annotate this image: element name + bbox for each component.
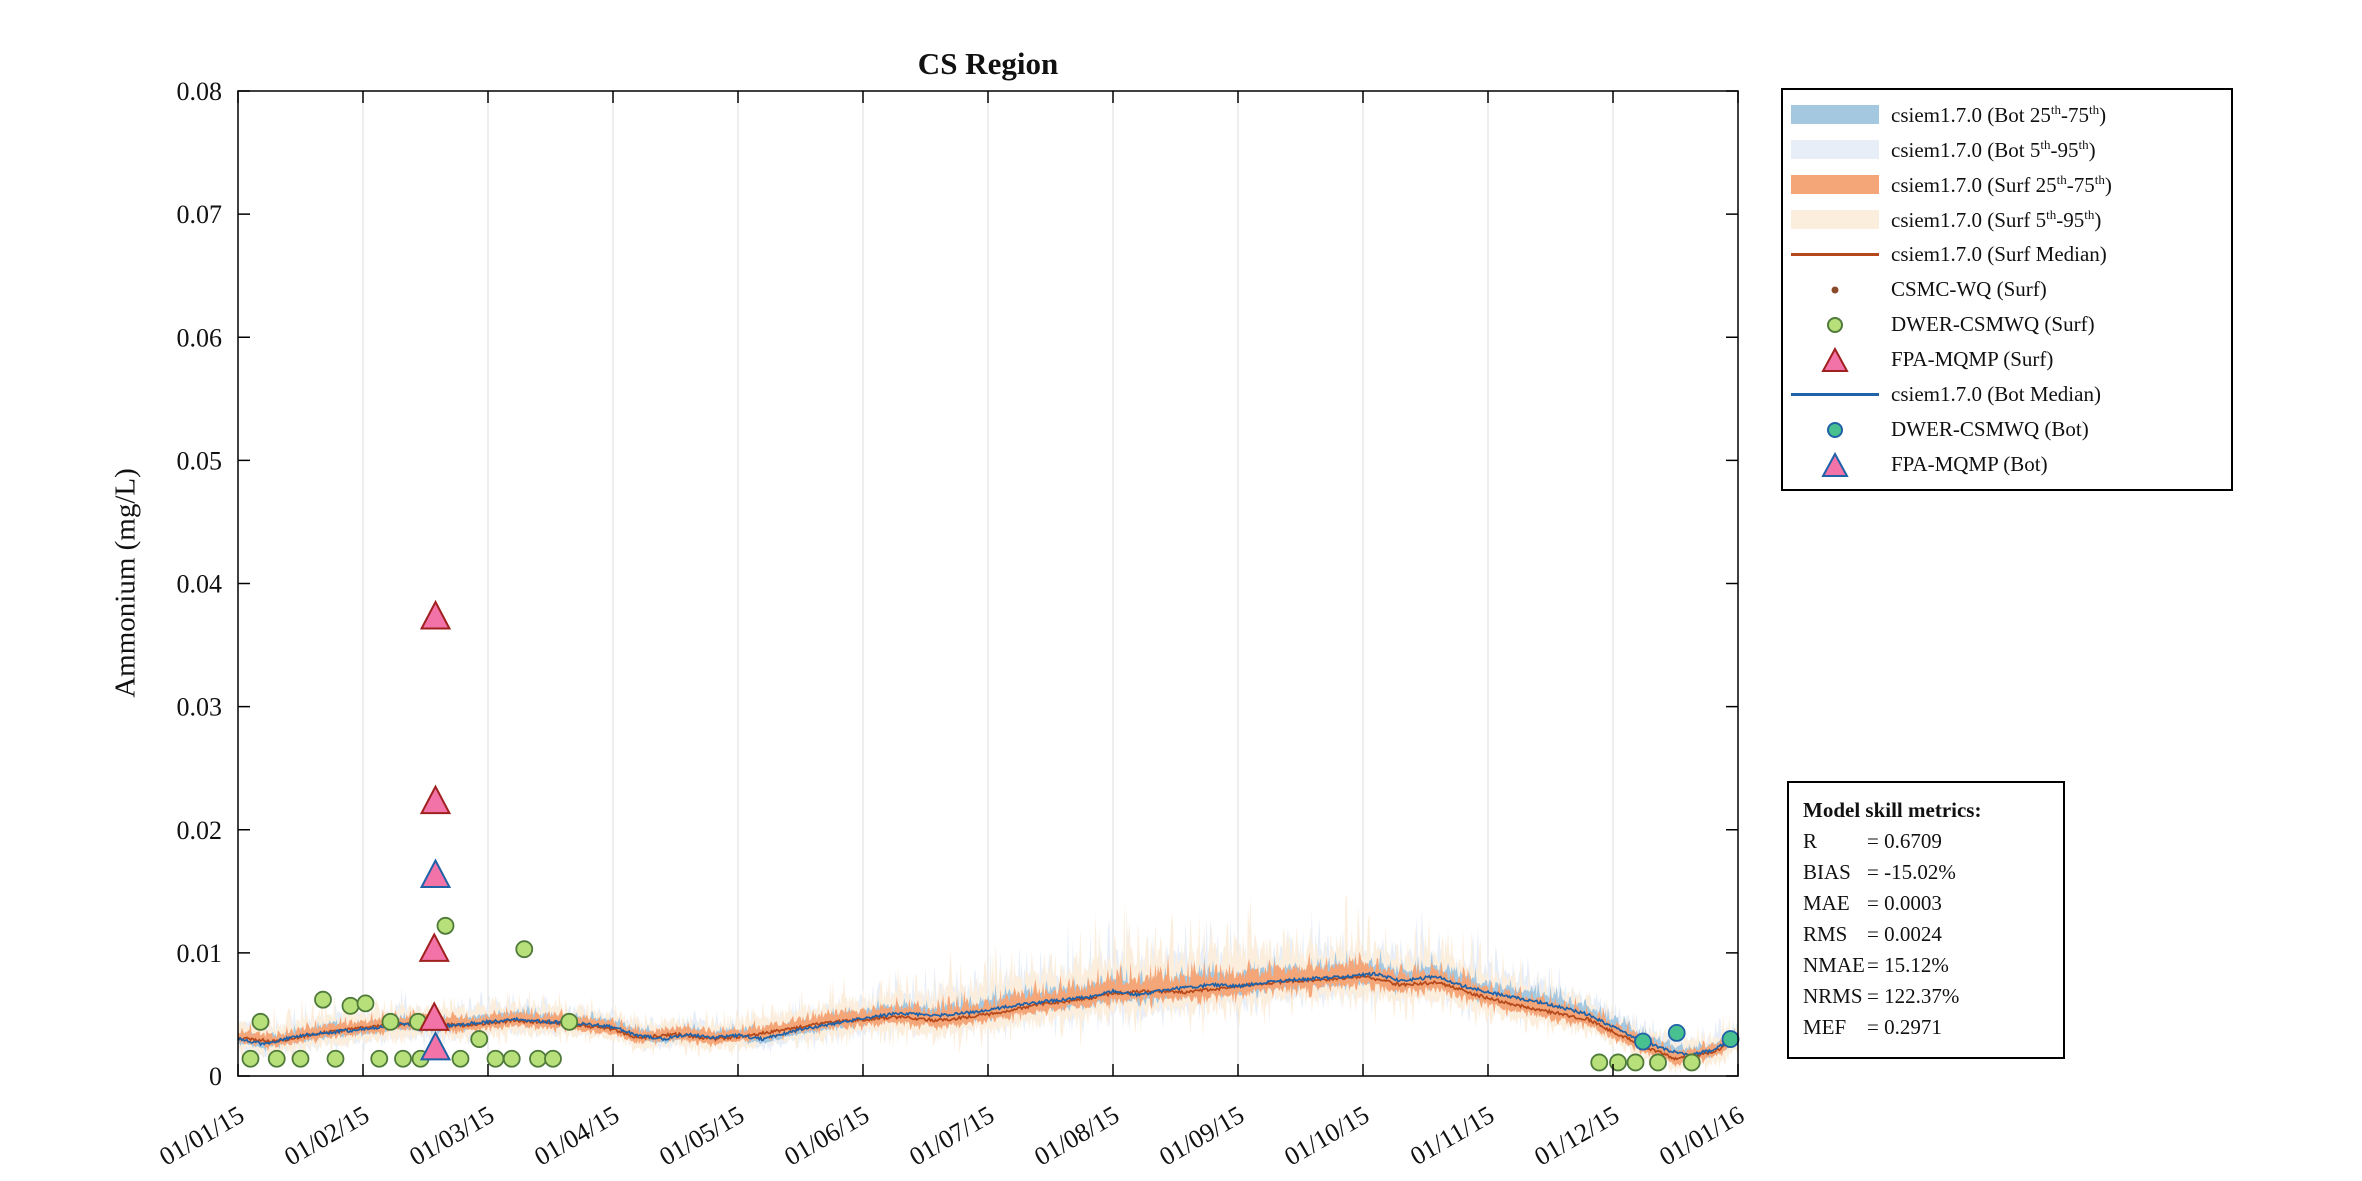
svg-text:0: 0 (209, 1062, 222, 1091)
metric-line: MAE = 0.0003 (1803, 891, 1942, 915)
median-lines (237, 971, 1739, 1061)
metric-line: BIAS = -15.02% (1803, 860, 1956, 884)
legend-entry: FPA-MQMP (Bot) (1791, 447, 2225, 482)
legend-entry: CSMC-WQ (Surf) (1791, 272, 2225, 307)
metric-line: MEF = 0.2971 (1803, 1015, 1942, 1039)
legend-entry-label: CSMC-WQ (Surf) (1891, 277, 2047, 301)
metrics-lines: R = 0.6709 BIAS = -15.02% MAE = 0.0003 RMS = 0.… (1803, 826, 2055, 1043)
legend-entry-label: DWER-CSMWQ (Surf) (1891, 312, 2095, 336)
metric-line: R = 0.6709 (1803, 829, 1942, 853)
band-swatch-icon (1791, 175, 1879, 194)
svg-text:0.08: 0.08 (177, 77, 223, 106)
model-skill-metrics-box: Model skill metrics: R = 0.6709 BIAS = -15.… (1787, 781, 2065, 1059)
legend: csiem1.7.0 (Bot 25th-75th) csiem1.7.0 (Bo… (1781, 88, 2233, 491)
svg-text:01/01/15: 01/01/15 (154, 1100, 249, 1171)
band-swatch-icon (1791, 210, 1879, 229)
legend-entry-label: csiem1.7.0 (Surf 25th-75th) (1891, 171, 2112, 197)
triangle-swatch-icon (1791, 346, 1879, 374)
svg-text:0.06: 0.06 (177, 323, 223, 352)
legend-entry-label: FPA-MQMP (Surf) (1891, 347, 2054, 371)
legend-entry-label: FPA-MQMP (Bot) (1891, 452, 2048, 476)
triangle-swatch-icon (1791, 451, 1879, 479)
legend-entry-label: csiem1.7.0 (Bot 25th-75th) (1891, 101, 2107, 127)
axes-box (237, 90, 1739, 1077)
chart-canvas: 0 0.01 0.02 0.03 0.04 0.05 0.06 0.07 0.08 01/01/1… (154, 77, 1749, 1171)
circle-swatch-icon (1791, 416, 1879, 444)
svg-text:0.03: 0.03 (177, 693, 223, 722)
svg-text:01/08/15: 01/08/15 (1029, 1100, 1124, 1171)
svg-text:01/03/15: 01/03/15 (404, 1100, 499, 1171)
svg-text:01/05/15: 01/05/15 (654, 1100, 749, 1171)
legend-entry: FPA-MQMP (Surf) (1791, 342, 2225, 377)
legend-entry-label: DWER-CSMWQ (Bot) (1891, 417, 2089, 441)
metric-line: NMAE = 15.12% (1803, 953, 1949, 977)
svg-text:01/09/15: 01/09/15 (1154, 1100, 1249, 1171)
circle-swatch-icon (1791, 311, 1879, 339)
svg-text:0.02: 0.02 (177, 816, 223, 845)
svg-text:0.07: 0.07 (177, 200, 223, 229)
scatter-points (241, 599, 1740, 1072)
legend-entry-label: csiem1.7.0 (Surf 5th-95th) (1891, 206, 2102, 232)
legend-entry: csiem1.7.0 (Surf 5th-95th) (1791, 202, 2225, 237)
legend-entry: csiem1.7.0 (Bot 5th-95th) (1791, 132, 2225, 167)
legend-entry: DWER-CSMWQ (Bot) (1791, 412, 2225, 447)
svg-text:01/04/15: 01/04/15 (529, 1100, 624, 1171)
line-swatch-icon (1791, 393, 1879, 396)
legend-entry: DWER-CSMWQ (Surf) (1791, 307, 2225, 342)
grid-lines (362, 91, 1614, 1076)
svg-text:0.05: 0.05 (177, 446, 223, 475)
legend-entry: csiem1.7.0 (Bot 25th-75th) (1791, 97, 2225, 132)
svg-text:01/01/16: 01/01/16 (1654, 1100, 1749, 1171)
metrics-title: Model skill metrics: (1803, 798, 1982, 822)
legend-entry-label: csiem1.7.0 (Bot 5th-95th) (1891, 136, 2096, 162)
metric-line: RMS = 0.0024 (1803, 922, 1942, 946)
legend-entry-label: csiem1.7.0 (Bot Median) (1891, 382, 2101, 406)
band-swatch-icon (1791, 105, 1879, 124)
legend-entry-label: csiem1.7.0 (Surf Median) (1891, 242, 2107, 266)
y-tick-labels: 0 0.01 0.02 0.03 0.04 0.05 0.06 0.07 0.08 (177, 77, 223, 1091)
svg-text:0.04: 0.04 (177, 570, 223, 599)
x-tick-labels: 01/01/15 01/02/15 01/03/15 01/04/15 01/05/15… (154, 1100, 1749, 1171)
svg-text:01/02/15: 01/02/15 (279, 1100, 374, 1171)
svg-text:01/06/15: 01/06/15 (779, 1100, 874, 1171)
legend-entry: csiem1.7.0 (Surf Median) (1791, 237, 2225, 272)
svg-text:0.01: 0.01 (177, 939, 223, 968)
dot-swatch-icon (1791, 276, 1879, 304)
legend-entry: csiem1.7.0 (Surf 25th-75th) (1791, 167, 2225, 202)
line-swatch-icon (1791, 253, 1879, 256)
svg-text:01/11/15: 01/11/15 (1405, 1100, 1499, 1171)
band-swatch-icon (1791, 140, 1879, 159)
y-axis-label: Ammonium (mg/L) (109, 468, 142, 698)
svg-text:01/12/15: 01/12/15 (1529, 1100, 1624, 1171)
chart-title: CS Region (917, 46, 1059, 81)
svg-text:01/07/15: 01/07/15 (904, 1100, 999, 1171)
metric-line: NRMS = 122.37% (1803, 984, 1960, 1008)
svg-text:01/10/15: 01/10/15 (1279, 1100, 1374, 1171)
legend-entry: csiem1.7.0 (Bot Median) (1791, 377, 2225, 412)
